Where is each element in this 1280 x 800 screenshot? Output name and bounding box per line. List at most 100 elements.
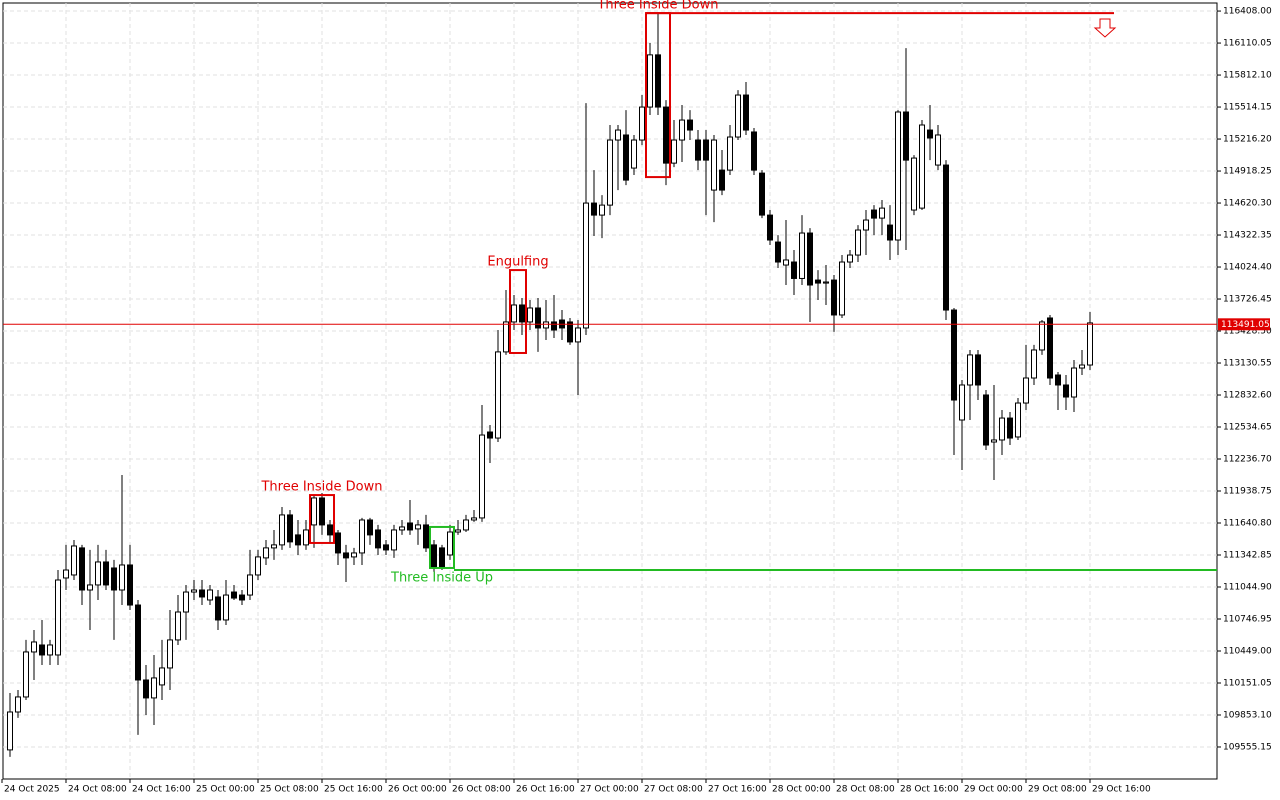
x-tick-label: 27 Oct 00:00 <box>580 785 639 795</box>
candle-body <box>767 214 773 241</box>
candle-body <box>431 544 437 569</box>
candle-body <box>23 651 29 698</box>
x-tick-label: 28 Oct 16:00 <box>900 785 959 795</box>
x-tick-label: 25 Oct 16:00 <box>324 785 383 795</box>
x-tick-label: 29 Oct 08:00 <box>1028 785 1087 795</box>
candle-body <box>415 524 421 530</box>
grid <box>3 3 1217 779</box>
candle-body <box>31 641 37 653</box>
candle-body <box>935 134 941 166</box>
candle-body <box>255 556 261 576</box>
candle-body <box>855 229 861 256</box>
candle-body <box>1071 367 1077 398</box>
pattern-label: Three Inside Down <box>260 480 382 495</box>
y-tick-label: 111938.75 <box>1223 487 1272 497</box>
y-tick-label: 113428.50 <box>1223 327 1272 337</box>
candle-body <box>39 644 45 656</box>
candle-body <box>751 131 757 171</box>
candle-body <box>55 579 61 656</box>
y-tick-label: 114322.35 <box>1223 231 1272 241</box>
candle-body <box>951 309 957 401</box>
candle-body <box>887 224 893 241</box>
candles <box>7 13 1093 757</box>
candle-body <box>711 139 717 191</box>
y-tick-label: 110746.95 <box>1223 614 1272 624</box>
pattern-label: Three Inside Up <box>390 570 493 585</box>
candle-body <box>727 136 733 171</box>
candle-body <box>863 219 869 231</box>
candle-body <box>247 574 253 596</box>
candle-body <box>975 354 981 386</box>
y-tick-label: 109853.10 <box>1223 710 1272 720</box>
candle-body <box>735 94 741 138</box>
candle-body <box>111 567 117 591</box>
candle-body <box>79 547 85 591</box>
candle-body <box>1079 364 1085 369</box>
candle-body <box>351 552 357 558</box>
pattern-box <box>429 525 455 569</box>
candle-body <box>535 307 541 329</box>
candle-body <box>847 254 853 263</box>
candle-body <box>943 164 949 311</box>
y-tick-label: 115514.15 <box>1223 103 1272 113</box>
sell-arrow <box>1093 18 1117 38</box>
y-tick-label: 112832.60 <box>1223 391 1272 401</box>
candle-body <box>911 157 917 211</box>
candle-body <box>687 119 693 131</box>
candle-body <box>119 564 125 591</box>
x-tick-label: 29 Oct 00:00 <box>964 785 1023 795</box>
candle-body <box>791 261 797 279</box>
candle-body <box>927 129 933 139</box>
y-tick-label: 116110.05 <box>1223 39 1272 49</box>
candle-body <box>455 529 461 533</box>
x-tick-label: 26 Oct 08:00 <box>452 785 511 795</box>
pattern-box <box>309 494 335 544</box>
current-price-tag <box>1218 318 1270 331</box>
candle-body <box>903 111 909 161</box>
y-tick-label: 115812.10 <box>1223 71 1272 81</box>
x-tick-label: 24 Oct 16:00 <box>132 785 191 795</box>
candle-body <box>359 519 365 554</box>
candle-body <box>783 259 789 266</box>
candle-body <box>895 111 901 241</box>
candle-body <box>639 106 645 141</box>
candle-body <box>223 594 229 621</box>
candle-body <box>287 514 293 543</box>
candle-body <box>1031 349 1037 379</box>
y-tick-label: 114024.40 <box>1223 263 1272 273</box>
candle-body <box>295 534 301 546</box>
candle-body <box>367 519 373 536</box>
candle-body <box>695 139 701 161</box>
candle-body <box>399 526 405 531</box>
candle-body <box>671 139 677 164</box>
candle-body <box>95 561 101 586</box>
candle-body <box>303 529 309 546</box>
axes: 116408.00 116110.05 115812.10 115514.15 1152… <box>1 7 1272 795</box>
candle-body <box>575 327 581 343</box>
candle-body <box>263 547 269 559</box>
current-price-label: 113491.05 <box>1221 320 1270 330</box>
x-tick-label: 27 Oct 16:00 <box>708 785 767 795</box>
candle-body <box>7 711 13 751</box>
y-tick-label: 111342.85 <box>1223 551 1272 561</box>
y-tick-label: 112236.70 <box>1223 455 1272 465</box>
candle-body <box>183 591 189 613</box>
x-tick-label: 27 Oct 08:00 <box>644 785 703 795</box>
candle-body <box>279 514 285 546</box>
candle-body <box>1007 417 1013 439</box>
candle-body <box>839 261 845 316</box>
candle-body <box>999 417 1005 441</box>
candle-body <box>175 611 181 641</box>
candle-body <box>991 439 997 443</box>
y-tick-label: 110151.05 <box>1223 678 1272 688</box>
candle-body <box>879 207 885 219</box>
candle-body <box>375 529 381 549</box>
y-tick-label: 111640.80 <box>1223 519 1272 529</box>
candle-body <box>311 497 317 526</box>
x-tick-label: 25 Oct 08:00 <box>260 785 319 795</box>
y-tick-label: 115216.20 <box>1223 135 1272 145</box>
candle-body <box>15 696 21 713</box>
candle-body <box>551 321 557 331</box>
